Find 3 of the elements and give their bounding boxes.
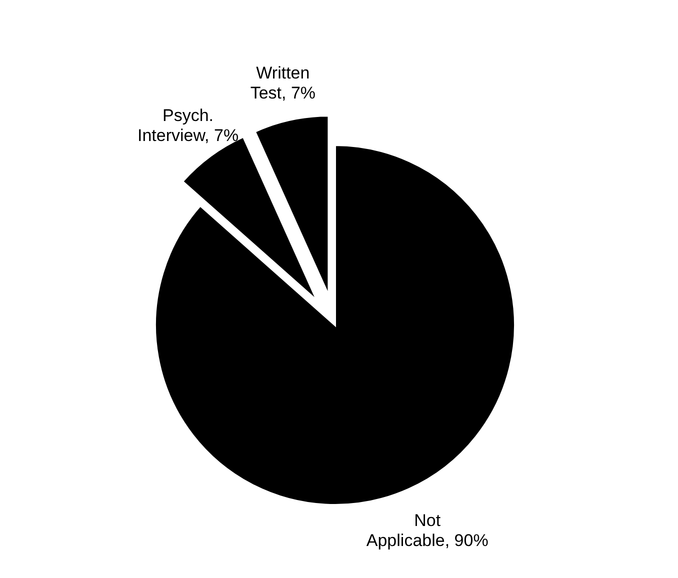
slice-label: Written Test, 7%: [250, 64, 316, 103]
slice-label: Psych. Interview, 7%: [137, 106, 239, 146]
slice-label: Not Applicable, 90%: [366, 511, 488, 550]
